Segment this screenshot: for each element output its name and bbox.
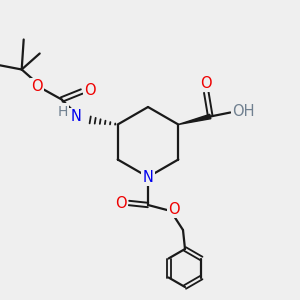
Text: H: H — [58, 104, 68, 118]
Text: O: O — [200, 76, 212, 91]
Text: O: O — [115, 196, 127, 211]
Text: O: O — [84, 83, 95, 98]
Text: O: O — [31, 79, 43, 94]
Text: N: N — [142, 169, 153, 184]
Polygon shape — [178, 114, 211, 124]
Text: N: N — [70, 109, 81, 124]
Text: OH: OH — [232, 104, 255, 119]
Text: O: O — [168, 202, 180, 217]
